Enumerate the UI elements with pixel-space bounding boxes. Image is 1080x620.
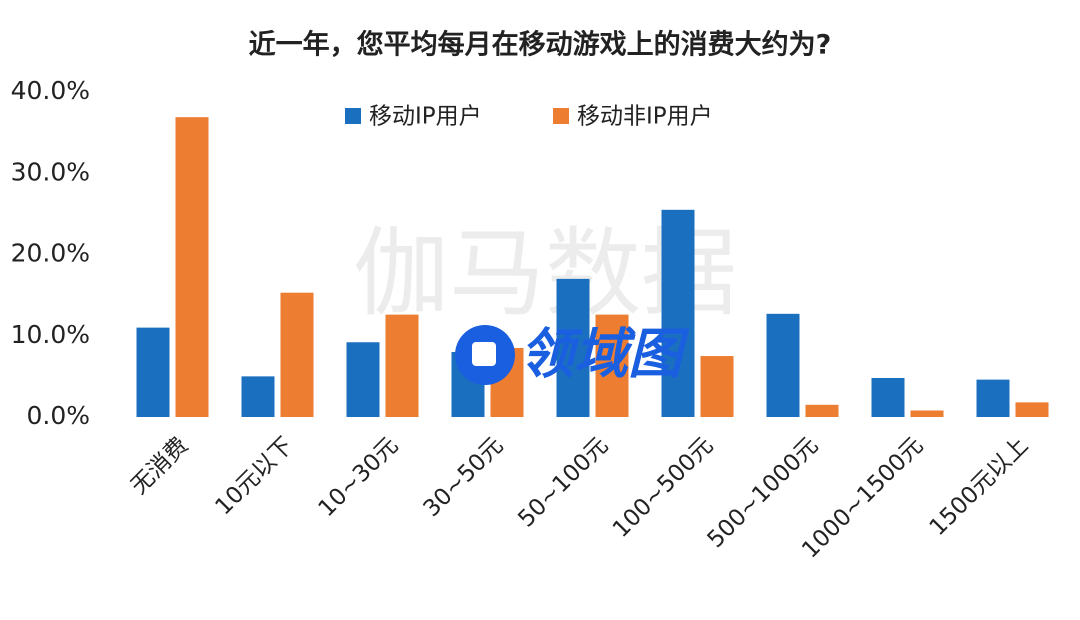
bar — [385, 314, 419, 417]
bar — [241, 376, 275, 417]
bar — [700, 356, 734, 417]
bar — [976, 379, 1010, 417]
x-tick-label: 30~50元 — [419, 432, 509, 522]
x-tick-label: 100~500元 — [608, 432, 718, 542]
x-tick-label: 10~30元 — [314, 432, 404, 522]
y-tick-label: 0.0% — [26, 401, 90, 430]
bar — [556, 278, 590, 417]
legend-label: 移动IP用户 — [369, 104, 482, 130]
bar — [871, 378, 905, 417]
bar — [346, 342, 380, 417]
logo-text: 领域图 — [520, 323, 690, 386]
logo-icon-inner — [472, 342, 496, 366]
bar — [136, 327, 170, 417]
bar — [175, 117, 209, 417]
x-tick-label: 50~100元 — [513, 432, 613, 532]
x-tick-label: 1500元以上 — [925, 432, 1034, 541]
bar — [595, 314, 629, 417]
bar — [1015, 402, 1049, 417]
x-tick-label: 500~1000元 — [703, 432, 824, 553]
bar — [910, 410, 944, 417]
bar — [661, 209, 695, 417]
x-tick-label: 无消费 — [126, 432, 193, 499]
legend-swatch — [553, 108, 569, 124]
y-tick-label: 20.0% — [11, 239, 90, 268]
y-tick-label: 10.0% — [11, 320, 90, 349]
bar — [280, 292, 314, 417]
legend-label: 移动非IP用户 — [577, 104, 713, 130]
y-tick-label: 30.0% — [11, 157, 90, 186]
bar — [766, 313, 800, 417]
chart-title: 近一年，您平均每月在移动游戏上的消费大约为? — [249, 29, 832, 61]
bar — [805, 404, 839, 417]
y-tick-label: 40.0% — [11, 76, 90, 105]
x-tick-label: 10元以下 — [210, 432, 298, 520]
legend-swatch — [345, 108, 361, 124]
